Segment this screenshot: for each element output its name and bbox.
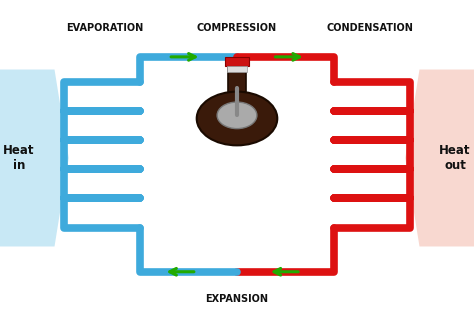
Text: Heat
in: Heat in [3, 144, 35, 172]
Text: EVAPORATION: EVAPORATION [66, 23, 143, 33]
Text: Heat
out: Heat out [439, 144, 471, 172]
Text: COMPRESSION: COMPRESSION [197, 23, 277, 33]
Bar [225, 57, 249, 66]
Polygon shape [405, 70, 474, 246]
Text: EXPANSION: EXPANSION [206, 294, 268, 304]
Circle shape [197, 92, 277, 145]
Bar [227, 66, 247, 72]
Text: CONDENSATION: CONDENSATION [326, 23, 413, 33]
FancyBboxPatch shape [228, 60, 246, 92]
Polygon shape [0, 70, 69, 246]
Circle shape [217, 102, 257, 129]
